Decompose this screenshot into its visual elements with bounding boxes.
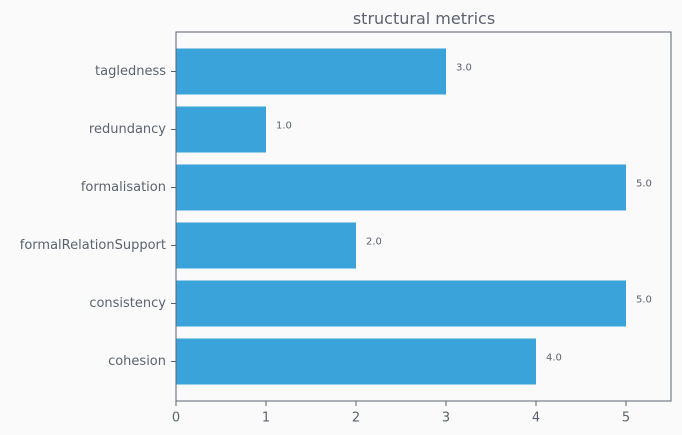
chart-title: structural metrics: [353, 9, 495, 28]
y-tick-label-cohesion: cohesion: [108, 354, 166, 369]
x-tick-label-3: 3: [442, 411, 450, 426]
x-tick-label-0: 0: [172, 411, 180, 426]
data-label-redundancy: 1.0: [276, 121, 292, 132]
data-label-consistency: 5.0: [636, 295, 652, 306]
bar-tagledness: [176, 48, 446, 95]
data-label-formalRelationSupport: 2.0: [366, 237, 382, 248]
y-tick-label-redundancy: redundancy: [89, 122, 166, 137]
bar-redundancy: [176, 106, 266, 153]
bar-consistency: [176, 280, 626, 327]
data-label-cohesion: 4.0: [546, 353, 562, 364]
bar-formalRelationSupport: [176, 222, 356, 269]
y-tick-label-formalisation: formalisation: [81, 180, 166, 195]
x-tick-label-4: 4: [532, 411, 540, 426]
data-label-tagledness: 3.0: [456, 63, 472, 74]
x-tick-label-2: 2: [352, 411, 360, 426]
plot-frame: [175, 31, 672, 402]
plot-area: 3.0 tagledness 1.0 redundancy 5.0 formalisati…: [20, 31, 672, 426]
x-tick-label-5: 5: [622, 411, 630, 426]
y-tick-label-formalRelationSupport: formalRelationSupport: [20, 238, 166, 253]
x-tick-label-1: 1: [262, 411, 270, 426]
bar-formalisation: [176, 164, 626, 211]
data-label-formalisation: 5.0: [636, 179, 652, 190]
bar-cohesion: [176, 338, 536, 385]
y-tick-label-consistency: consistency: [89, 296, 166, 311]
y-tick-label-tagledness: tagledness: [95, 64, 166, 79]
